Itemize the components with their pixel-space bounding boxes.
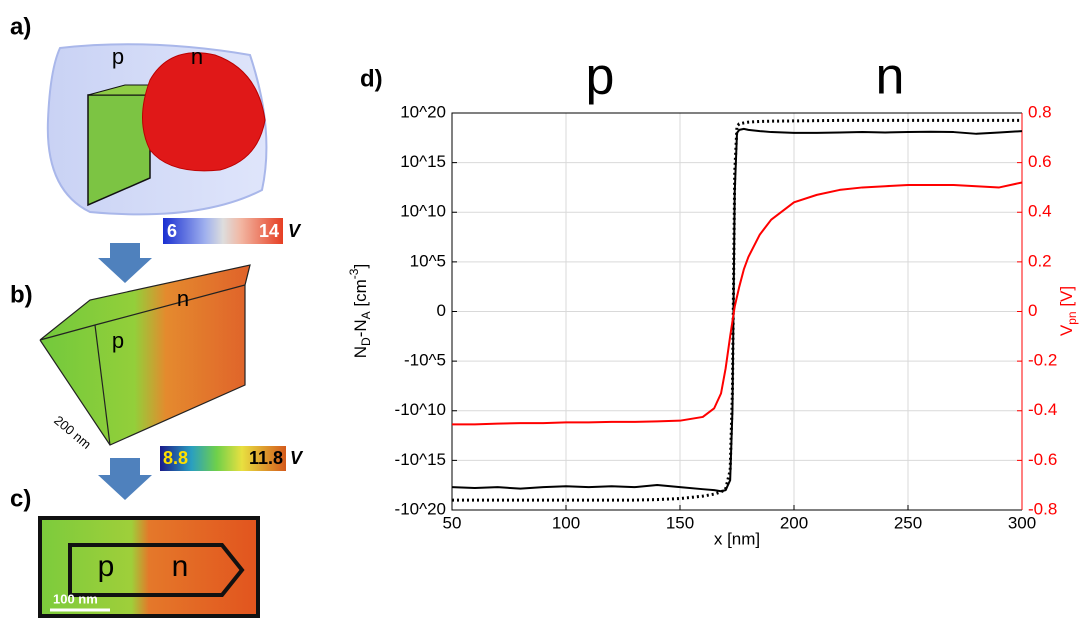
y-label-part: N (351, 346, 370, 358)
y2-tick-label: -0.6 (1028, 450, 1057, 469)
y2-tick-label: -0.4 (1028, 400, 1057, 419)
panel-label: d) (360, 65, 383, 92)
y-tick-label: 0 (437, 301, 446, 320)
y-label-part: -N (351, 319, 370, 337)
y2-label-part: [V] (1057, 286, 1076, 312)
annotation: n (876, 48, 905, 106)
x-tick-label: 150 (666, 513, 694, 532)
y-axis-label: ND-NA [cm-3] (347, 264, 373, 358)
y2-tick-label: 0.8 (1028, 102, 1052, 121)
y-tick-label: 10^10 (400, 202, 446, 221)
x-tick-label: 250 (894, 513, 922, 532)
y-tick-label: -10^5 (404, 351, 446, 370)
y-tick-label: 10^15 (400, 152, 446, 171)
box (40, 265, 250, 445)
y-label-part: D (359, 337, 373, 346)
y2-tick-label: 0.6 (1028, 152, 1052, 171)
y-label-part: [cm (351, 279, 370, 311)
colorbar-max: 14 (259, 221, 279, 241)
p-label: p (98, 550, 115, 583)
x-axis-label: x [nm] (714, 529, 760, 548)
series-line (452, 181, 1023, 426)
colorbar-max: 11.8 (249, 448, 283, 468)
n-region (142, 52, 266, 172)
y2-tick-label: -0.2 (1028, 351, 1057, 370)
y-tick-label: 10^20 (400, 102, 446, 121)
colorbar-unit: V (288, 221, 302, 241)
y2-tick-label: 0.2 (1028, 251, 1052, 270)
x-tick-label: 100 (552, 513, 580, 532)
y-tick-label: -10^15 (395, 450, 446, 469)
panel-label: c) (10, 485, 31, 512)
box-edge (94, 324, 111, 446)
series-line (451, 127, 1023, 493)
p-label: p (112, 328, 124, 353)
colorbar-min: 6 (167, 221, 177, 241)
panel-label: a) (10, 13, 31, 40)
y-tick-label: -10^10 (395, 400, 446, 419)
colorbar (163, 218, 283, 244)
y-tick-label: 10^5 (410, 251, 446, 270)
colorbar (160, 446, 286, 471)
y-label-part: A (359, 311, 373, 319)
y2-axis-label: Vpn [V] (1057, 286, 1079, 336)
y-label-part: -3 (347, 268, 361, 279)
p-label: p (112, 44, 124, 69)
colorbar-min: 8.8 (163, 448, 188, 468)
panel-label: b) (10, 281, 33, 308)
arrow (98, 458, 152, 500)
x-tick-label: 200 (780, 513, 808, 532)
y2-tick-label: 0.4 (1028, 202, 1052, 221)
n-label: n (191, 44, 203, 69)
box-edge (39, 264, 251, 341)
arrow-outline (68, 543, 245, 597)
n-label: n (177, 286, 189, 311)
y2-tick-label: -0.8 (1028, 499, 1057, 518)
scale-label: 100 nm (53, 591, 98, 606)
n-label: n (172, 550, 189, 583)
y2-label-part: V (1057, 324, 1076, 336)
y2-tick-label: 0 (1028, 301, 1037, 320)
colorbar-unit: V (290, 448, 304, 468)
x-tick-label: 300 (1008, 513, 1036, 532)
axis-frame (451, 112, 1022, 511)
x-tick-label: 50 (443, 513, 462, 532)
scale-label: 200 nm (51, 413, 94, 452)
annotation: p (586, 48, 615, 106)
y-tick-label: -10^20 (395, 499, 446, 518)
y-label-part: ] (351, 264, 370, 269)
series-line (452, 118, 1022, 502)
y2-label-part: pn (1065, 311, 1079, 324)
box-edge (39, 285, 246, 446)
arrow (98, 243, 152, 283)
map (38, 516, 260, 618)
